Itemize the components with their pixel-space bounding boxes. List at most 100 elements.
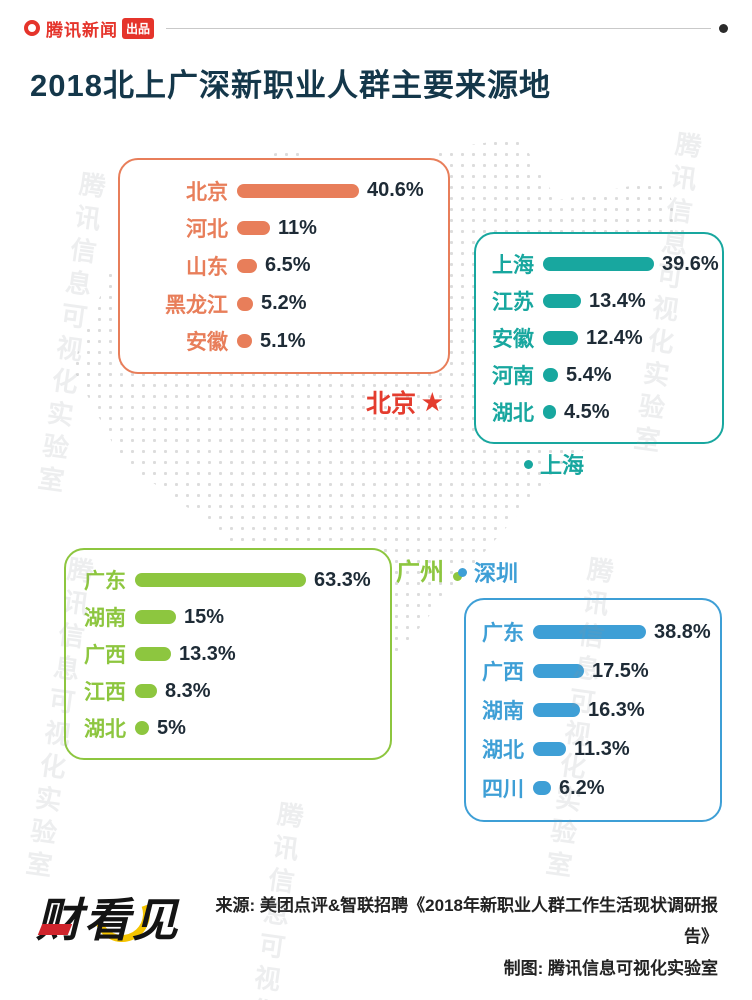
chart-row-value: 12.4% — [586, 326, 643, 349]
chart-row: 江苏 13.4% — [488, 286, 712, 316]
chart-row-value: 5.4% — [566, 363, 612, 386]
chart-row-value: 5.2% — [261, 292, 307, 315]
chart-row-value: 6.2% — [559, 776, 605, 799]
chart-row: 北京 40.6% — [136, 176, 438, 206]
chart-row-label: 广东 — [482, 622, 524, 645]
chart-bar — [135, 647, 171, 661]
header: 腾讯新闻 出品 — [24, 16, 728, 40]
chart-box-shenzhen: 广东 38.8% 广西 17.5% 湖南 16.3% 湖北 11.3% 四川 6.2% — [464, 598, 722, 822]
shanghai-marker-dot-icon — [524, 459, 533, 469]
chart-row-label: 江苏 — [492, 291, 534, 314]
chart-row-label: 湖北 — [482, 739, 524, 762]
chart-row-label: 山东 — [186, 255, 228, 279]
chart-row-value: 6.5% — [265, 254, 311, 277]
chart-row-value: 17.5% — [592, 659, 649, 682]
chart-bar — [135, 684, 157, 698]
chart-row: 湖南 15% — [80, 602, 380, 632]
chart-row: 山东 6.5% — [136, 251, 438, 281]
chart-row-label: 河北 — [186, 218, 228, 242]
chart-box-beijing: 北京 40.6% 河北 11% 山东 6.5% 黑龙江 5.2% 安徽 5.1% — [118, 158, 450, 374]
chart-row-value: 13.3% — [179, 642, 236, 665]
shanghai-label-text: 上海 — [540, 453, 585, 478]
chart-row-label: 广西 — [84, 644, 126, 667]
chart-row: 广西 13.3% — [80, 639, 380, 669]
chart-row: 湖北 4.5% — [488, 397, 712, 427]
chart-row-label: 江西 — [84, 681, 126, 704]
map-label-shenzhen: 深圳 — [458, 556, 518, 588]
source-text: 来源: 美团点评&智联招聘《2018年新职业人群工作生活现状调研报告》 — [215, 896, 718, 947]
chart-bar — [237, 221, 270, 236]
header-divider-line — [166, 27, 711, 29]
chart-bar — [135, 573, 306, 587]
caikanjian-logo: 财看见 — [36, 876, 214, 960]
chart-row-value: 39.6% — [662, 252, 719, 275]
footer-credits: 来源: 美团点评&智联招聘《2018年新职业人群工作生活现状调研报告》 制图: … — [214, 880, 718, 984]
chart-row-value: 38.8% — [654, 620, 711, 643]
chart-bar — [135, 721, 149, 735]
chart-row-value: 5% — [157, 716, 186, 739]
chart-box-guangzhou: 广东 63.3% 湖南 15% 广西 13.3% 江西 8.3% 湖北 5% — [64, 548, 392, 760]
chart-row: 安徽 5.1% — [136, 326, 438, 356]
chart-row-value: 8.3% — [165, 679, 211, 702]
chart-row-label: 安徽 — [492, 328, 534, 351]
chart-row-label: 湖南 — [482, 700, 524, 723]
chart-row-value: 15% — [184, 605, 225, 628]
footer: 财看见 来源: 美团点评&智联招聘《2018年新职业人群工作生活现状调研报告》 … — [36, 876, 718, 984]
map-label-guangzhou: 广州 — [396, 552, 462, 587]
chart-box-shanghai: 上海 39.6% 江苏 13.4% 安徽 12.4% 河南 5.4% 湖北 4.5% — [474, 232, 724, 444]
chart-row: 上海 39.6% — [488, 249, 719, 279]
chart-bar — [533, 664, 584, 678]
chart-bar — [533, 625, 646, 639]
chart-row: 四川 6.2% — [478, 773, 710, 803]
shenzhen-label-text: 深圳 — [474, 561, 519, 586]
guangzhou-label-text: 广州 — [396, 559, 444, 586]
guangzhou-marker-dot-icon — [453, 572, 462, 581]
chart-bar — [237, 334, 252, 349]
chart-row: 黑龙江 5.2% — [136, 289, 438, 319]
chart-row: 广西 17.5% — [478, 656, 710, 686]
chart-bar — [533, 742, 566, 756]
chart-row-label: 湖南 — [84, 607, 126, 630]
chart-row: 湖南 16.3% — [478, 695, 710, 725]
chart-bar — [237, 296, 253, 311]
chart-row-label: 上海 — [492, 254, 534, 277]
chart-row-label: 河南 — [492, 365, 534, 388]
chart-bar — [135, 610, 176, 624]
map-label-shanghai: 上海 — [524, 448, 584, 480]
chart-row: 河南 5.4% — [488, 360, 712, 390]
header-end-dot-icon — [719, 23, 728, 33]
chart-bar — [533, 781, 551, 795]
chart-row: 湖北 11.3% — [478, 734, 710, 764]
logo-text: 财看见 — [36, 894, 180, 946]
credit-text: 制图: 腾讯信息可视化实验室 — [503, 958, 718, 978]
chart-row-label: 湖北 — [84, 718, 126, 741]
beijing-label-text: 北京 — [366, 390, 417, 418]
map-label-beijing: 北京 ★ — [366, 384, 443, 420]
chart-bar — [543, 331, 578, 345]
chart-row: 广东 38.8% — [478, 617, 711, 647]
chart-row-value: 13.4% — [589, 289, 646, 312]
chart-row-label: 广东 — [84, 570, 126, 593]
chart-row-label: 湖北 — [492, 402, 534, 425]
chart-row-value: 40.6% — [367, 179, 424, 202]
shenzhen-marker-dot-icon — [458, 567, 467, 577]
chart-row-value: 5.1% — [260, 329, 306, 352]
chart-row-label: 黑龙江 — [165, 293, 228, 317]
chart-row-value: 16.3% — [588, 698, 645, 721]
chart-row-label: 四川 — [482, 778, 524, 801]
chart-bar — [543, 257, 654, 271]
chart-bar — [237, 183, 359, 198]
brand-suffix-badge: 出品 — [122, 17, 155, 39]
chart-row-value: 11% — [278, 216, 317, 239]
chart-bar — [543, 368, 558, 382]
chart-row-value: 63.3% — [314, 568, 371, 591]
chart-bar — [533, 703, 580, 717]
chart-row-value: 4.5% — [564, 400, 610, 423]
chart-row: 湖北 5% — [80, 713, 380, 743]
chart-bar — [237, 258, 257, 273]
chart-bar — [543, 405, 556, 419]
chart-row-value: 11.3% — [574, 737, 630, 760]
chart-row: 河北 11% — [136, 213, 438, 243]
page-title: 2018北上广深新职业人群主要来源地 — [30, 68, 551, 103]
